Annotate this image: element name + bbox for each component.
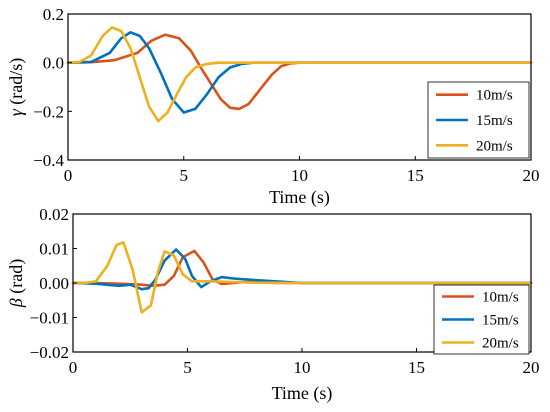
sideslip-x-axis-title: Time (s)	[272, 383, 333, 404]
sideslip-y-axis-title: β (rad)	[6, 259, 27, 308]
yaw-rate-legend: 10m/s 15m/s 20m/s	[427, 81, 530, 159]
sideslip-y-axis-symbol: β	[6, 298, 26, 308]
sideslip-chart: 0 5 10 15 20−0.02−0.010.000.010.02 Time (s) …	[6, 205, 540, 404]
sideslip-series-line-0	[71, 249, 533, 288]
yaw-rate-y-axis-unit: (rad/s)	[6, 58, 27, 105]
yaw-rate-x-tick-label: 20	[523, 166, 540, 185]
sideslip-ticks: 0 5 10 15 20 −0.02 −0.01 0.00 0.01 0.02	[30, 205, 540, 377]
yaw-rate-y-tick-label: 0.2	[43, 5, 64, 24]
sideslip-lines	[71, 241, 533, 314]
yaw-rate-legend-label-1: 15m/s	[476, 113, 513, 129]
yaw-rate-lines	[66, 26, 533, 123]
yaw-rate-x-tick-label: 5	[180, 166, 189, 185]
sideslip-legend-label-0: 10m/s	[482, 290, 519, 306]
yaw-rate-x-tick-label: 0	[64, 166, 73, 185]
yaw-rate-chart: 0 5 10 15 20 −0.4 −0.2 0.0 0.2 Time (s) γ (rad/s…	[6, 5, 540, 208]
yaw-rate-y-axis-symbol: γ	[6, 108, 26, 116]
sideslip-y-tick-label: −0.02	[30, 343, 69, 362]
sideslip-x-tick-label: 15	[408, 358, 425, 377]
sideslip-series-line-1	[71, 248, 533, 291]
sideslip-y-tick-label: −0.01	[30, 309, 69, 328]
sideslip-y-tick-label: 0.00	[39, 274, 69, 293]
sideslip-x-tick-label: 20	[523, 358, 540, 377]
yaw-rate-legend-label-2: 20m/s	[476, 138, 513, 154]
yaw-rate-y-axis-title: γ (rad/s)	[6, 58, 27, 117]
yaw-rate-ticks: 0 5 10 15 20 −0.4 −0.2 0.0 0.2	[33, 5, 539, 185]
sideslip-legend-label-2: 20m/s	[482, 336, 519, 352]
yaw-rate-legend-label-0: 10m/s	[476, 88, 513, 104]
sideslip-series-line-2	[71, 241, 533, 314]
sideslip-y-tick-label: 0.01	[39, 240, 69, 259]
yaw-rate-y-tick-label: −0.4	[33, 151, 64, 170]
sideslip-legend: 10m/s 15m/s 20m/s	[433, 284, 530, 355]
yaw-rate-series-line-0	[66, 33, 533, 111]
yaw-rate-y-tick-label: 0.0	[43, 54, 64, 73]
sideslip-legend-label-1: 15m/s	[482, 313, 519, 329]
sideslip-x-tick-label: 5	[183, 358, 192, 377]
yaw-rate-series-line-2	[66, 26, 533, 123]
yaw-rate-x-tick-label: 10	[291, 166, 308, 185]
sideslip-x-tick-label: 0	[69, 358, 78, 377]
sideslip-y-axis-unit: (rad)	[6, 259, 27, 294]
yaw-rate-x-tick-label: 15	[407, 166, 424, 185]
yaw-rate-x-axis-title: Time (s)	[269, 187, 330, 208]
sideslip-y-tick-label: 0.02	[39, 205, 69, 224]
yaw-rate-y-tick-label: −0.2	[33, 102, 64, 121]
sideslip-x-tick-label: 10	[294, 358, 311, 377]
